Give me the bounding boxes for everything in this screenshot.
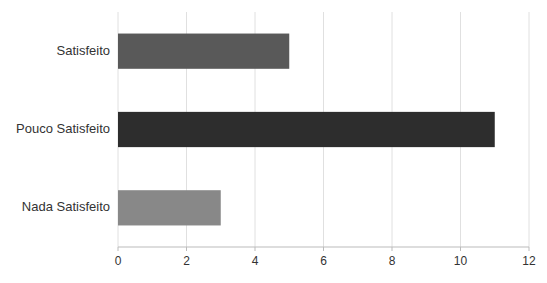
bars bbox=[118, 34, 495, 226]
y-axis: Satisfeito Pouco Satisfeito Nada Satisfeit… bbox=[16, 43, 110, 215]
bar bbox=[118, 112, 495, 147]
tick-label: 0 bbox=[115, 254, 122, 268]
tick-mark bbox=[460, 247, 461, 251]
tick-label: 12 bbox=[522, 254, 536, 268]
category-label: Satisfeito bbox=[57, 43, 110, 58]
tick-mark bbox=[392, 247, 393, 251]
tick-label: 10 bbox=[454, 254, 468, 268]
tick-label: 6 bbox=[320, 254, 327, 268]
chart: 0 2 4 6 8 10 12 Satisfeito Pouco Satisfeito Nada … bbox=[0, 0, 547, 283]
bar bbox=[118, 34, 289, 69]
tick-mark bbox=[118, 247, 119, 251]
tick-label: 4 bbox=[252, 254, 259, 268]
tick-label: 8 bbox=[389, 254, 396, 268]
tick-mark bbox=[186, 247, 187, 251]
chart-container: 0 2 4 6 8 10 12 Satisfeito Pouco Satisfeito Nada … bbox=[0, 0, 547, 283]
tick-mark bbox=[529, 247, 530, 251]
category-label: Nada Satisfeito bbox=[22, 199, 110, 214]
axis-line bbox=[118, 247, 529, 248]
grid bbox=[118, 12, 529, 247]
grid-line bbox=[529, 12, 530, 247]
bar bbox=[118, 190, 221, 225]
category-label: Pouco Satisfeito bbox=[16, 121, 110, 136]
x-axis: 0 2 4 6 8 10 12 bbox=[115, 247, 536, 268]
tick-label: 2 bbox=[183, 254, 190, 268]
tick-mark bbox=[255, 247, 256, 251]
tick-mark bbox=[323, 247, 324, 251]
